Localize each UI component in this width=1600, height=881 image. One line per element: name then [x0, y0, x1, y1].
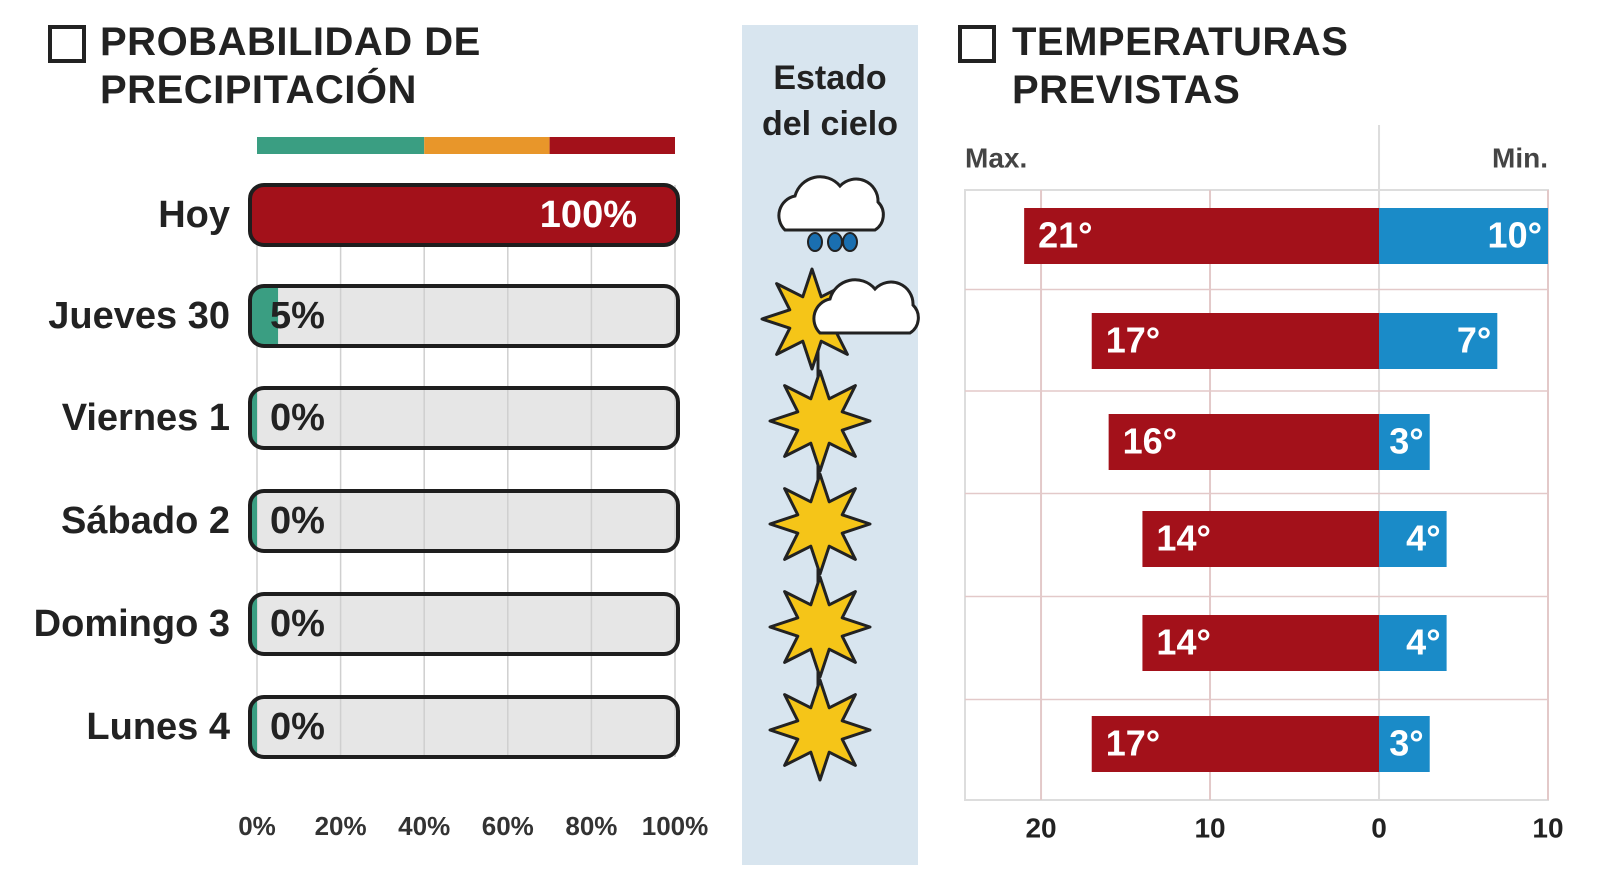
value-label: 4° [1406, 622, 1440, 663]
bar-border [248, 489, 680, 553]
bar [250, 388, 257, 448]
bar-track [250, 388, 678, 448]
rain-drop [807, 232, 823, 252]
value-label: 7° [1457, 320, 1491, 361]
value-label: 3° [1389, 421, 1423, 462]
x-tick-label: 100% [642, 811, 709, 841]
x-tick-label: 10 [1532, 812, 1563, 843]
value-label: 0% [270, 397, 325, 439]
value-label: 21° [1038, 215, 1092, 256]
bar [1091, 716, 1380, 772]
cloud-icon [777, 175, 885, 232]
bar [250, 491, 257, 551]
value-label: 10° [1488, 215, 1542, 256]
rain-drop [842, 232, 858, 252]
value-label: 5% [270, 295, 325, 337]
color-band [424, 137, 550, 154]
value-label: 0% [270, 603, 325, 645]
value-label: 17° [1106, 723, 1160, 764]
rain-drop [827, 232, 843, 252]
precip-title: PROBABILIDAD DE PRECIPITACIÓN [100, 20, 481, 112]
bar [1379, 716, 1430, 772]
bar-border [248, 284, 680, 348]
bar [1379, 313, 1498, 369]
x-tick-label: 0 [1371, 812, 1387, 843]
sun-icon [768, 472, 872, 576]
bar-border [248, 183, 680, 247]
x-tick-label: 20% [315, 811, 367, 841]
bar-border [248, 592, 680, 656]
bar-track [250, 594, 678, 654]
sun-icon [768, 369, 872, 473]
bar [1142, 615, 1380, 671]
value-label: 3° [1389, 723, 1423, 764]
category-label: Sábado 2 [61, 500, 230, 542]
bar-border [248, 386, 680, 450]
bar [250, 185, 678, 245]
bar-track [250, 491, 678, 551]
bar-track [250, 286, 678, 346]
value-label: 0% [270, 500, 325, 542]
x-tick-label: 80% [565, 811, 617, 841]
bar [1091, 313, 1380, 369]
category-label: Hoy [158, 194, 230, 236]
category-label: Domingo 3 [34, 603, 230, 645]
category-label: Lunes 4 [86, 706, 230, 748]
bar [1379, 615, 1447, 671]
legend-label: Max. [965, 142, 1027, 173]
bar-border [248, 695, 680, 759]
value-label: 4° [1406, 518, 1440, 559]
category-label: Jueves 30 [48, 295, 230, 337]
value-label: 16° [1123, 421, 1177, 462]
bar [1379, 208, 1548, 264]
bar [250, 594, 257, 654]
x-tick-label: 20 [1025, 812, 1056, 843]
bar [250, 286, 279, 346]
value-label: 14° [1156, 622, 1210, 663]
value-label: 0% [270, 706, 325, 748]
x-tick-label: 10 [1194, 812, 1225, 843]
sky-title: Estado del cielo [761, 59, 899, 143]
x-tick-label: 60% [482, 811, 534, 841]
plot-area [964, 189, 1549, 801]
x-tick-label: 40% [398, 811, 450, 841]
sun-icon [768, 678, 872, 782]
bar [1142, 511, 1380, 567]
bar [250, 697, 257, 757]
legend-label: Min. [1492, 142, 1548, 173]
value-label: 14° [1156, 518, 1210, 559]
category-label: Viernes 1 [62, 397, 230, 439]
value-label: 100% [540, 194, 637, 236]
cloud-icon [812, 278, 920, 335]
bar-track [250, 697, 678, 757]
bar [1379, 511, 1447, 567]
color-band [257, 137, 425, 154]
x-tick-label: 0% [238, 811, 276, 841]
value-label: 17° [1106, 320, 1160, 361]
sun-icon [768, 575, 872, 679]
temp-title: TEMPERATURAS PREVISTAS [1012, 20, 1349, 112]
bar [1024, 208, 1380, 264]
color-band [549, 137, 675, 154]
checkbox-icon [958, 25, 996, 63]
checkbox-icon [48, 25, 86, 63]
bar [1379, 414, 1430, 470]
bar [1108, 414, 1380, 470]
